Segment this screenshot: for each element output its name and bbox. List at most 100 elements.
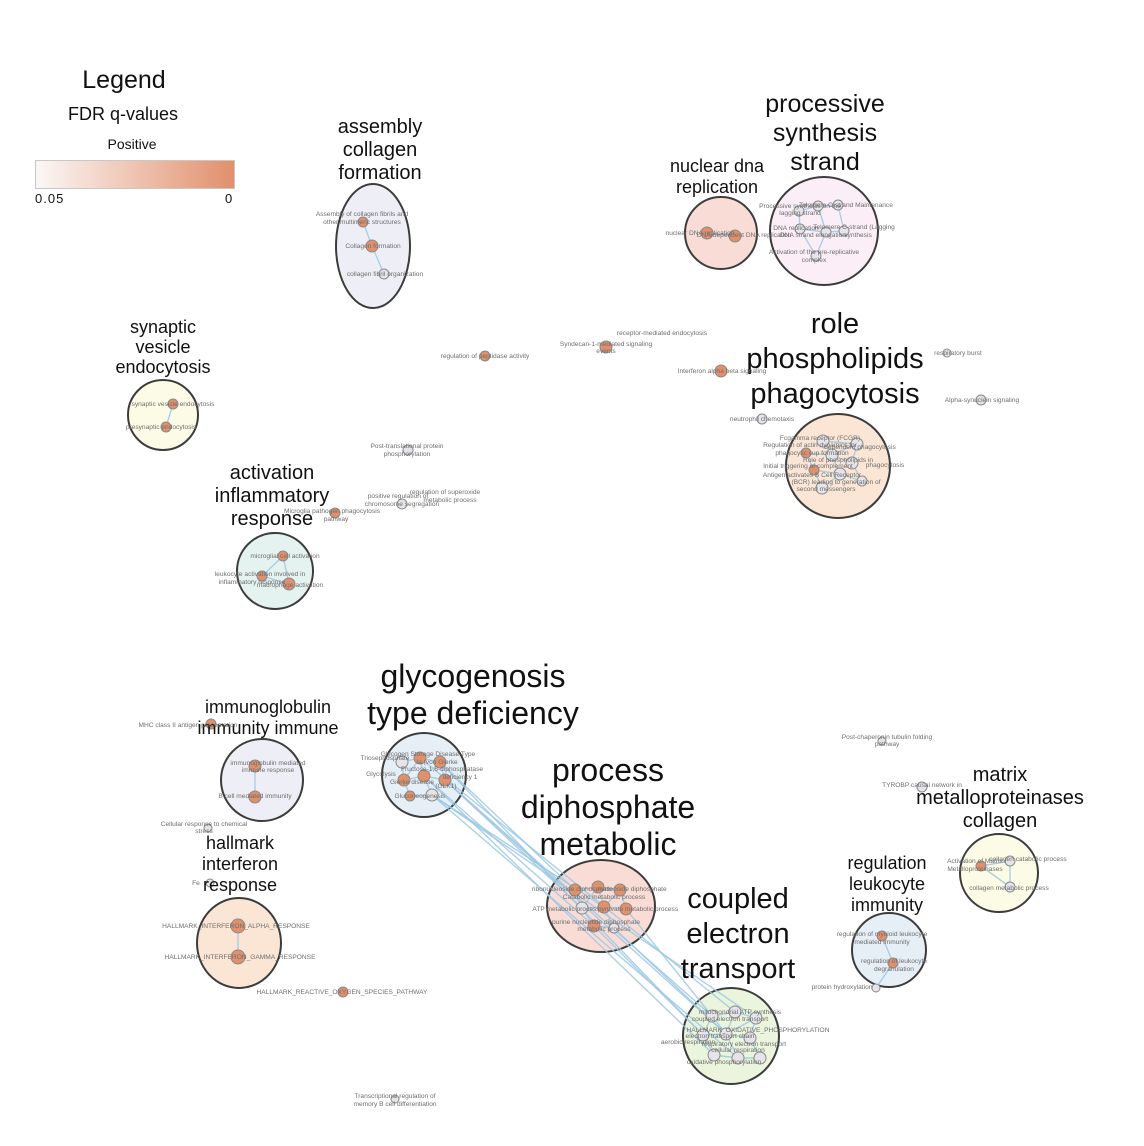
node-n38[interactable] bbox=[248, 790, 262, 804]
node-n56[interactable] bbox=[575, 901, 589, 915]
cluster-matrix-metallo[interactable] bbox=[959, 833, 1039, 913]
node-n55[interactable] bbox=[613, 883, 627, 897]
node-n32[interactable] bbox=[329, 507, 341, 519]
node-n60[interactable] bbox=[608, 922, 620, 934]
node-n54[interactable] bbox=[591, 880, 605, 894]
cluster-nuclear-dna[interactable] bbox=[684, 196, 758, 270]
node-label-post-chaperonin-b: pathway bbox=[875, 741, 900, 748]
node-n74[interactable] bbox=[743, 1031, 757, 1045]
node-n2[interactable] bbox=[365, 239, 379, 253]
node-n52[interactable] bbox=[425, 788, 439, 802]
node-n72[interactable] bbox=[696, 1028, 710, 1042]
node-n77[interactable] bbox=[753, 1051, 767, 1065]
node-n30[interactable] bbox=[402, 444, 414, 456]
node-n70[interactable] bbox=[728, 1005, 742, 1019]
node-n24[interactable] bbox=[825, 448, 839, 462]
node-n6[interactable] bbox=[793, 205, 805, 217]
node-n58[interactable] bbox=[619, 902, 633, 916]
node-n7[interactable] bbox=[812, 200, 824, 212]
node-label-presynaptic: presynaptic endocytosis bbox=[126, 424, 197, 431]
node-n33[interactable] bbox=[277, 550, 289, 562]
node-label-nucleoside-diph: nucleoside diphosphate bbox=[597, 886, 667, 893]
node-n68[interactable] bbox=[871, 983, 881, 993]
node-n57[interactable] bbox=[597, 900, 611, 914]
node-n46[interactable] bbox=[413, 751, 427, 765]
cluster-regulation-leukocyte[interactable] bbox=[851, 912, 927, 988]
node-n37[interactable] bbox=[248, 759, 262, 773]
node-n12[interactable] bbox=[810, 250, 822, 262]
node-n10[interactable] bbox=[820, 226, 832, 238]
node-n27[interactable] bbox=[833, 467, 847, 481]
cluster-role-phospholipids[interactable] bbox=[785, 413, 891, 519]
node-n51[interactable] bbox=[404, 790, 416, 802]
node-n23[interactable] bbox=[800, 447, 812, 459]
node-label-microglial-act: microglial cell activation bbox=[250, 553, 320, 560]
node-n64[interactable] bbox=[1004, 855, 1016, 867]
node-n67[interactable] bbox=[887, 957, 899, 969]
cluster-hallmark-interferon[interactable] bbox=[196, 897, 282, 989]
cluster-synaptic-vesicle[interactable] bbox=[127, 379, 199, 451]
node-n9[interactable] bbox=[794, 223, 806, 235]
node-n13[interactable] bbox=[599, 340, 613, 354]
node-n53[interactable] bbox=[568, 883, 582, 897]
node-n61[interactable] bbox=[877, 736, 887, 746]
node-n35[interactable] bbox=[282, 577, 296, 591]
node-n20[interactable] bbox=[160, 421, 172, 433]
node-n76[interactable] bbox=[731, 1051, 745, 1065]
node-label-respiratory-chain: respiratory electron transport bbox=[702, 1041, 786, 1048]
node-n26[interactable] bbox=[808, 464, 820, 476]
node-n11[interactable] bbox=[838, 225, 850, 237]
node-label-collagen-metabolic: collagen metabolic process bbox=[969, 885, 1049, 892]
node-label-c-strand: Telomere C-strand (Lagging bbox=[813, 224, 895, 231]
node-n5[interactable] bbox=[728, 229, 742, 243]
node-label-collagen-fibril: collagen fibril organization bbox=[347, 271, 424, 278]
node-label-immunoglobulin-a: immunoglobulin mediated bbox=[230, 760, 305, 767]
node-n50[interactable] bbox=[438, 773, 452, 787]
node-n4[interactable] bbox=[700, 226, 714, 240]
node-n14[interactable] bbox=[479, 350, 491, 362]
node-n75[interactable] bbox=[707, 1048, 721, 1062]
cluster-immunoglobulin[interactable] bbox=[220, 738, 304, 822]
node-n59[interactable] bbox=[587, 919, 601, 933]
node-n48[interactable] bbox=[397, 773, 411, 787]
node-n28[interactable] bbox=[856, 475, 868, 487]
node-n41[interactable] bbox=[230, 918, 246, 934]
node-label-activation-pre-a: Activation of the pre-replicative bbox=[769, 249, 859, 256]
node-n36[interactable] bbox=[205, 718, 217, 730]
node-n49[interactable] bbox=[417, 769, 431, 783]
node-n25[interactable] bbox=[845, 456, 859, 470]
node-n1[interactable] bbox=[357, 216, 369, 228]
node-n40[interactable] bbox=[205, 878, 215, 888]
node-n66[interactable] bbox=[876, 930, 888, 942]
node-n62[interactable] bbox=[916, 781, 928, 793]
node-n63[interactable] bbox=[975, 860, 987, 872]
node-n31[interactable] bbox=[396, 498, 408, 510]
node-n44[interactable] bbox=[390, 1094, 400, 1104]
node-n22[interactable] bbox=[850, 437, 864, 451]
node-n73[interactable] bbox=[719, 1027, 733, 1041]
node-n17[interactable] bbox=[975, 394, 987, 406]
node-n16[interactable] bbox=[942, 348, 952, 358]
node-n19[interactable] bbox=[167, 398, 179, 410]
cluster-activation-inflammatory[interactable] bbox=[236, 532, 314, 610]
edge-n52-n71 bbox=[431, 794, 757, 1019]
node-n39[interactable] bbox=[203, 823, 213, 833]
node-n71[interactable] bbox=[749, 1011, 763, 1025]
node-n42[interactable] bbox=[230, 949, 246, 965]
cluster-label-process-diphosphate: process diphosphate metabolic bbox=[521, 752, 695, 862]
node-n45[interactable] bbox=[395, 755, 409, 769]
node-n29[interactable] bbox=[815, 481, 829, 495]
legend-min-label: 0.05 bbox=[35, 191, 65, 206]
node-n8[interactable] bbox=[832, 199, 844, 211]
node-n34[interactable] bbox=[256, 570, 268, 582]
node-label-peptidase: regulation of peptidase activity bbox=[441, 353, 530, 360]
node-n69[interactable] bbox=[705, 1009, 719, 1023]
node-n65[interactable] bbox=[1004, 881, 1016, 893]
node-n21[interactable] bbox=[816, 434, 830, 448]
node-n43[interactable] bbox=[337, 986, 349, 998]
node-n3[interactable] bbox=[378, 268, 390, 280]
node-n15[interactable] bbox=[714, 364, 728, 378]
node-n18[interactable] bbox=[756, 413, 768, 425]
node-n47[interactable] bbox=[433, 755, 447, 769]
